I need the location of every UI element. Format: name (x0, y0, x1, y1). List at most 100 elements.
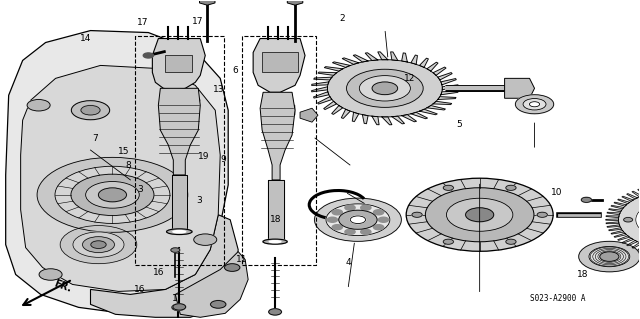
Polygon shape (312, 87, 328, 92)
Polygon shape (324, 101, 337, 109)
Circle shape (327, 217, 337, 222)
Circle shape (37, 157, 188, 232)
Polygon shape (438, 97, 456, 100)
Polygon shape (6, 31, 228, 314)
Circle shape (91, 241, 106, 249)
Circle shape (579, 241, 640, 272)
Circle shape (345, 229, 355, 234)
Circle shape (444, 185, 454, 190)
Polygon shape (419, 109, 437, 115)
Text: S023-A2900 A: S023-A2900 A (529, 294, 585, 303)
Circle shape (177, 94, 200, 106)
Polygon shape (268, 180, 284, 240)
Polygon shape (392, 116, 404, 124)
Polygon shape (614, 202, 627, 206)
Text: 10: 10 (550, 188, 562, 197)
Polygon shape (618, 199, 630, 204)
Polygon shape (606, 219, 619, 220)
Ellipse shape (269, 241, 281, 242)
Text: 14: 14 (80, 34, 92, 43)
Polygon shape (411, 55, 417, 64)
Circle shape (346, 69, 423, 108)
Polygon shape (253, 39, 305, 92)
Circle shape (71, 174, 154, 216)
Circle shape (581, 197, 591, 202)
Circle shape (171, 248, 180, 252)
Text: 1: 1 (172, 294, 177, 303)
Circle shape (328, 60, 442, 117)
Polygon shape (262, 52, 298, 72)
Polygon shape (341, 109, 350, 118)
Polygon shape (441, 91, 458, 95)
Text: 9: 9 (220, 155, 226, 164)
Circle shape (83, 237, 115, 253)
Circle shape (73, 232, 124, 257)
Circle shape (361, 229, 371, 234)
Circle shape (618, 189, 640, 250)
Circle shape (39, 269, 62, 280)
Polygon shape (627, 194, 637, 199)
Polygon shape (427, 106, 445, 110)
Polygon shape (611, 231, 624, 234)
Text: 4: 4 (346, 258, 351, 267)
Polygon shape (607, 212, 620, 215)
Circle shape (444, 239, 454, 244)
Text: 12: 12 (404, 74, 415, 83)
Circle shape (515, 95, 554, 114)
Circle shape (406, 178, 553, 251)
Polygon shape (609, 228, 621, 231)
Circle shape (350, 216, 365, 224)
Polygon shape (402, 53, 407, 62)
Polygon shape (20, 65, 220, 292)
Circle shape (99, 188, 127, 202)
Polygon shape (332, 106, 343, 114)
Text: 11: 11 (236, 255, 248, 264)
Polygon shape (260, 92, 295, 180)
Polygon shape (622, 238, 634, 243)
Polygon shape (382, 117, 392, 125)
Circle shape (225, 264, 240, 271)
Circle shape (412, 212, 422, 217)
Text: 6: 6 (233, 66, 239, 75)
Circle shape (211, 300, 226, 308)
Polygon shape (314, 77, 332, 80)
Polygon shape (172, 175, 187, 230)
Polygon shape (411, 112, 428, 119)
Polygon shape (372, 116, 379, 125)
Polygon shape (638, 244, 640, 250)
Text: 3: 3 (137, 185, 143, 194)
Polygon shape (618, 236, 630, 240)
Circle shape (447, 198, 513, 231)
Circle shape (345, 205, 355, 210)
Text: 17: 17 (137, 19, 148, 27)
Polygon shape (362, 115, 368, 124)
Circle shape (361, 205, 371, 210)
Circle shape (71, 101, 109, 120)
Circle shape (172, 304, 185, 310)
Text: 8: 8 (125, 161, 131, 170)
Polygon shape (352, 112, 359, 122)
Polygon shape (300, 108, 318, 122)
Circle shape (314, 198, 401, 241)
Polygon shape (165, 56, 192, 72)
Polygon shape (314, 92, 329, 98)
Polygon shape (317, 97, 332, 104)
Text: 16: 16 (154, 268, 165, 277)
Polygon shape (614, 233, 627, 237)
Text: 13: 13 (213, 85, 225, 94)
Polygon shape (627, 241, 637, 246)
Circle shape (372, 82, 397, 95)
Polygon shape (433, 101, 452, 105)
Text: 7: 7 (92, 134, 98, 143)
Circle shape (426, 188, 534, 242)
Polygon shape (442, 85, 458, 90)
Text: 15: 15 (118, 147, 129, 156)
Text: 19: 19 (198, 152, 209, 161)
Circle shape (143, 53, 154, 58)
Polygon shape (622, 196, 634, 201)
Circle shape (523, 99, 546, 110)
Polygon shape (200, 0, 215, 5)
Text: 16: 16 (134, 285, 146, 293)
Polygon shape (312, 82, 329, 85)
Polygon shape (611, 205, 624, 209)
